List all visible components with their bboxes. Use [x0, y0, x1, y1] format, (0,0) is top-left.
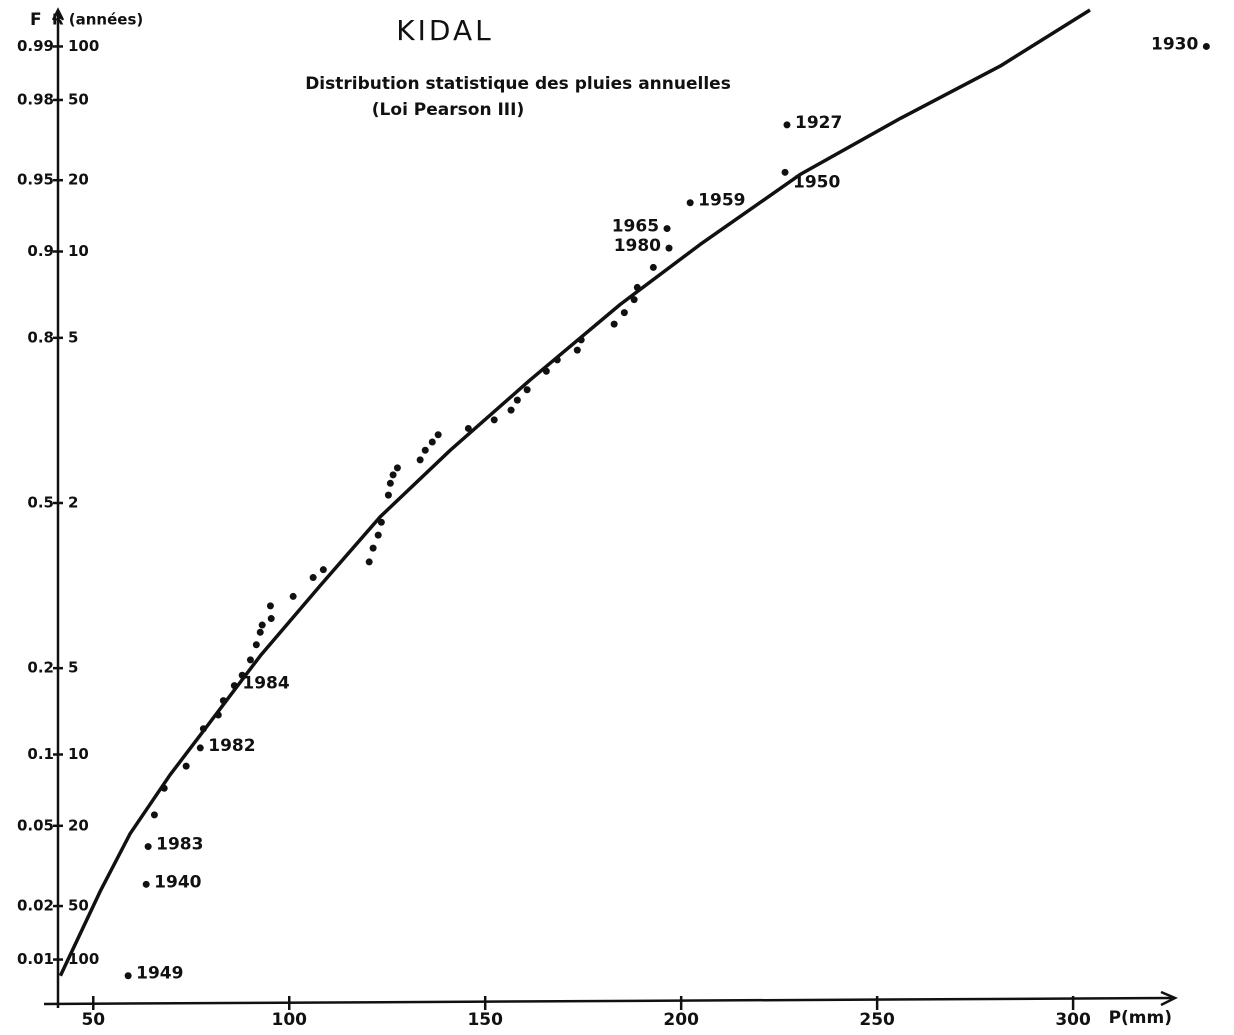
- y-tick-label: 0.1: [27, 745, 54, 763]
- x-tick-label: 50: [81, 1010, 105, 1030]
- x-axis-label: P(mm): [1109, 1008, 1172, 1028]
- data-point: [513, 396, 521, 404]
- chart-subtitle: Distribution statistique des pluies annu…: [305, 74, 731, 94]
- data-point: [630, 296, 638, 304]
- data-point: [649, 263, 657, 271]
- fit-curve: [58, 8, 1091, 977]
- data-point: [258, 621, 266, 629]
- data-point: [144, 843, 152, 851]
- data-point: [464, 424, 472, 432]
- data-point: [428, 438, 436, 446]
- data-point: [507, 406, 515, 414]
- data-point: [369, 544, 377, 552]
- data-point: [573, 346, 581, 354]
- point-label: 1965: [612, 217, 659, 237]
- x-tick-label: 200: [663, 1010, 699, 1030]
- point-label: 1950: [793, 172, 840, 192]
- x-axis-arrow: [1160, 990, 1178, 1007]
- data-point: [416, 456, 424, 464]
- data-point: [256, 628, 264, 636]
- y-tick-label: 10: [68, 242, 89, 260]
- y-tick-label: 0.5: [27, 494, 54, 512]
- data-point: [150, 811, 158, 819]
- data-point: [665, 244, 673, 252]
- y-tick-label: 20: [68, 816, 89, 834]
- y-tick-label: 50: [68, 90, 89, 108]
- y-tick-label: 0.95: [17, 171, 54, 189]
- data-point: [781, 168, 789, 176]
- y-tick-label: 2: [68, 494, 78, 512]
- data-point: [142, 880, 150, 888]
- y-tick-label: 100: [68, 950, 99, 968]
- data-point: [309, 574, 317, 582]
- data-point: [610, 320, 618, 328]
- chart-subtitle: (Loi Pearson III): [372, 100, 524, 120]
- data-point: [386, 479, 394, 487]
- data-point: [1202, 42, 1210, 50]
- data-point: [374, 531, 382, 539]
- chart-title: KIDAL: [396, 14, 493, 47]
- point-label: 1984: [242, 674, 289, 694]
- data-point: [246, 656, 254, 664]
- data-point: [319, 566, 327, 574]
- y-tick-label: 5: [68, 659, 78, 677]
- data-point: [289, 592, 297, 600]
- y-tick-label: 0.05: [17, 816, 54, 834]
- y-tick-label: 0.8: [27, 328, 54, 346]
- y-axis-label: F: [30, 10, 42, 30]
- x-axis: [43, 996, 1176, 1006]
- y-tick-label: 20: [68, 171, 89, 189]
- point-label: 1940: [154, 872, 201, 892]
- point-label: 1930: [1151, 34, 1198, 54]
- data-point: [421, 446, 429, 454]
- data-point: [393, 464, 401, 472]
- data-point: [266, 602, 274, 610]
- x-tick-label: 300: [1055, 1010, 1091, 1030]
- y-tick-label: 0.01: [17, 950, 54, 968]
- data-point: [124, 972, 132, 980]
- data-point: [384, 491, 392, 499]
- y-tick-label: 0.2: [27, 659, 54, 677]
- y-tick-label: 0.02: [17, 897, 54, 915]
- y-tick-label: 100: [68, 37, 99, 55]
- point-label: 1927: [795, 113, 842, 133]
- data-point: [365, 558, 373, 566]
- y-tick-label: 0.99: [17, 37, 54, 55]
- y-tick-label: 0.98: [17, 90, 54, 108]
- data-point: [267, 615, 275, 623]
- y-tick-label: 0.9: [27, 242, 54, 260]
- y-tick-label: 5: [68, 328, 78, 346]
- y-tick-label: 50: [68, 897, 89, 915]
- data-point: [783, 121, 791, 129]
- x-tick-label: 250: [859, 1010, 895, 1030]
- data-point: [182, 762, 190, 770]
- data-point: [490, 416, 498, 424]
- data-point: [196, 744, 204, 752]
- data-point: [663, 225, 671, 233]
- data-point: [523, 386, 531, 394]
- data-point: [434, 431, 442, 439]
- point-label: 1959: [698, 191, 745, 211]
- x-tick-label: 150: [467, 1010, 503, 1030]
- y-axis-arrow: [51, 7, 65, 21]
- point-label: 1983: [156, 835, 203, 855]
- data-point: [620, 309, 628, 317]
- data-point: [389, 471, 397, 479]
- point-label: 1982: [208, 736, 255, 756]
- point-label: 1980: [614, 236, 661, 256]
- data-point: [686, 199, 694, 207]
- y-axis-label: R (années): [52, 11, 143, 29]
- data-point: [252, 641, 260, 649]
- x-tick-label: 100: [271, 1010, 307, 1030]
- y-tick-label: 10: [68, 745, 89, 763]
- data-point: [377, 518, 385, 526]
- point-label: 1949: [136, 964, 183, 984]
